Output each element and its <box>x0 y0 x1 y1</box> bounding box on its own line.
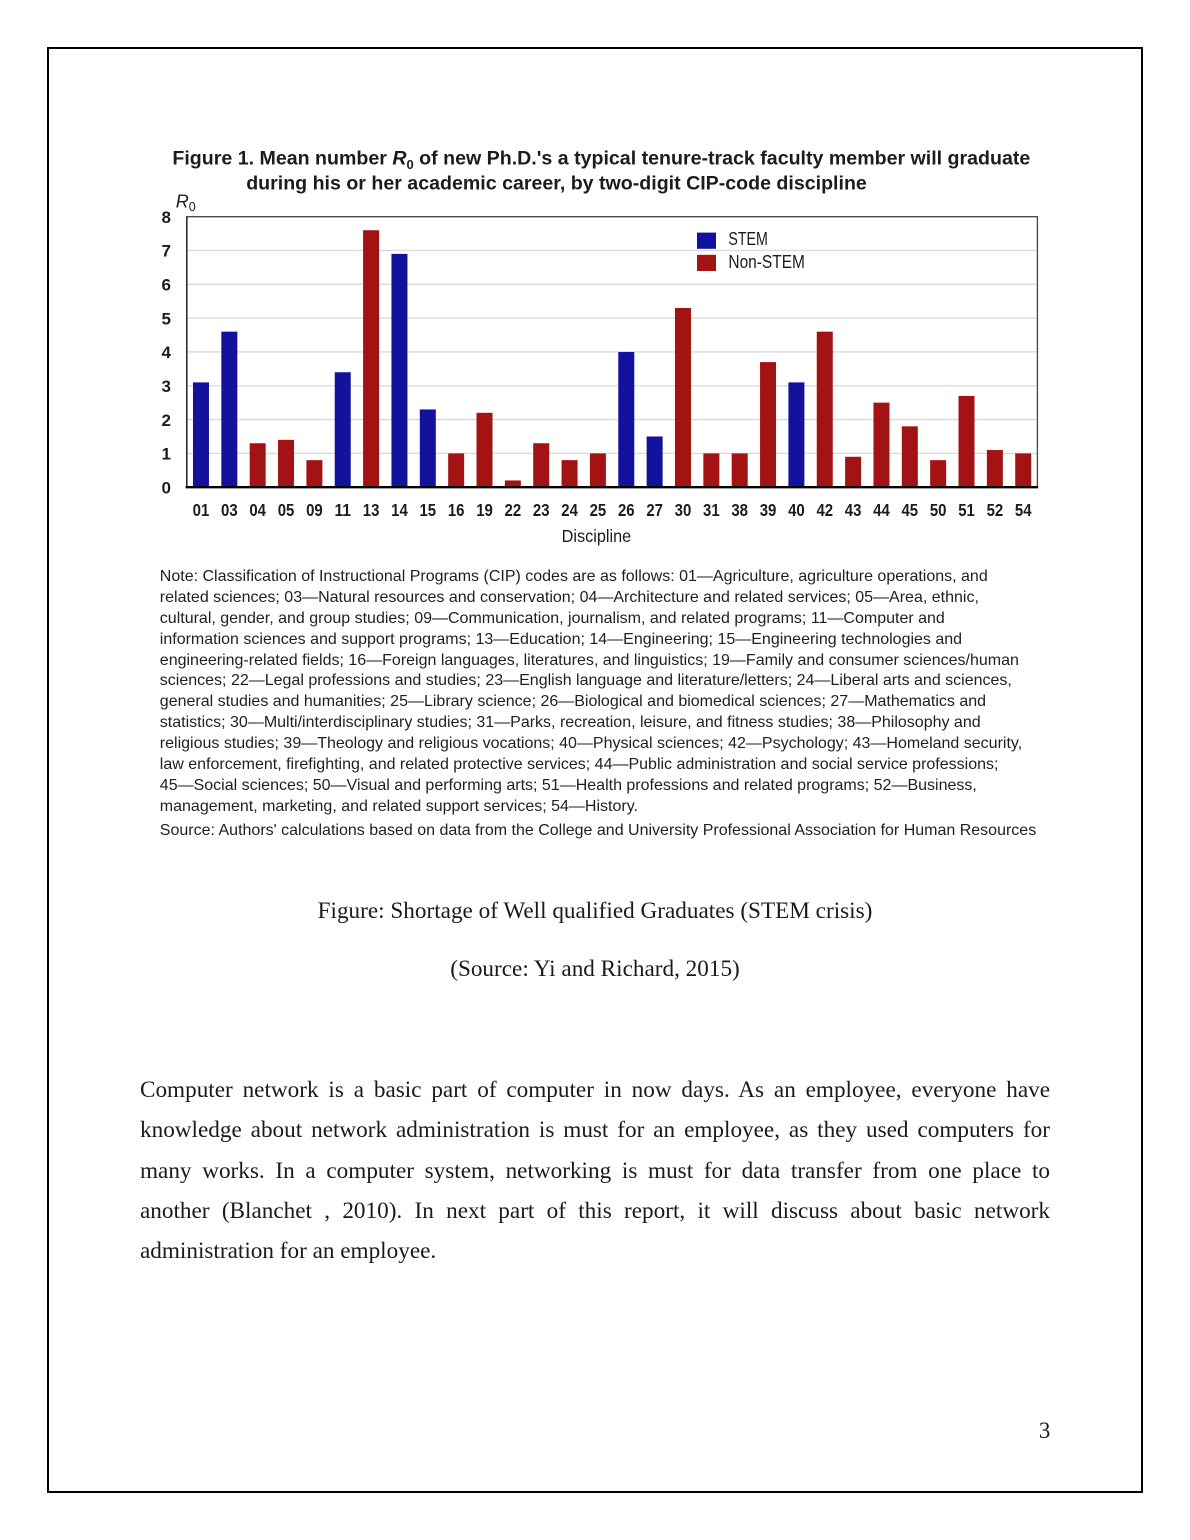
svg-text:09: 09 <box>306 500 323 520</box>
svg-text:54: 54 <box>1015 500 1032 520</box>
svg-text:31: 31 <box>703 500 720 520</box>
svg-text:50: 50 <box>930 500 947 520</box>
svg-text:03: 03 <box>221 500 238 520</box>
svg-text:23: 23 <box>533 500 550 520</box>
svg-text:30: 30 <box>675 500 692 520</box>
svg-text:11: 11 <box>334 500 351 520</box>
svg-text:2: 2 <box>162 411 171 430</box>
svg-text:39: 39 <box>760 500 777 520</box>
svg-text:Figure 1. Mean number R0 of ne: Figure 1. Mean number R0 of new Ph.D.'s … <box>172 147 1030 172</box>
svg-text:STEM: STEM <box>728 229 768 249</box>
svg-text:42: 42 <box>816 500 833 520</box>
svg-text:0: 0 <box>162 478 171 497</box>
svg-text:during his or her academic car: during his or her academic career, by tw… <box>246 173 867 195</box>
svg-text:45: 45 <box>902 500 919 520</box>
svg-text:51: 51 <box>958 500 975 520</box>
svg-text:1: 1 <box>162 445 171 464</box>
svg-text:14: 14 <box>391 500 408 520</box>
svg-text:38: 38 <box>731 500 748 520</box>
svg-text:8: 8 <box>162 208 171 227</box>
svg-text:22: 22 <box>505 500 522 520</box>
svg-text:44: 44 <box>873 500 890 520</box>
svg-text:26: 26 <box>618 500 635 520</box>
svg-text:25: 25 <box>590 500 607 520</box>
svg-text:R0: R0 <box>176 191 196 214</box>
svg-text:16: 16 <box>448 500 465 520</box>
svg-text:19: 19 <box>476 500 493 520</box>
svg-text:5: 5 <box>162 309 171 328</box>
svg-text:Discipline: Discipline <box>562 526 632 546</box>
svg-text:04: 04 <box>249 500 266 520</box>
svg-text:15: 15 <box>420 500 437 520</box>
svg-text:24: 24 <box>561 500 578 520</box>
svg-text:7: 7 <box>162 242 171 261</box>
svg-text:13: 13 <box>363 500 380 520</box>
svg-text:01: 01 <box>193 500 210 520</box>
svg-text:6: 6 <box>162 276 171 295</box>
svg-text:4: 4 <box>162 343 172 362</box>
svg-text:27: 27 <box>646 500 663 520</box>
svg-text:43: 43 <box>845 500 862 520</box>
svg-text:05: 05 <box>278 500 295 520</box>
svg-text:Non-STEM: Non-STEM <box>728 252 805 272</box>
svg-text:40: 40 <box>788 500 805 520</box>
svg-text:52: 52 <box>987 500 1004 520</box>
svg-text:3: 3 <box>162 377 171 396</box>
